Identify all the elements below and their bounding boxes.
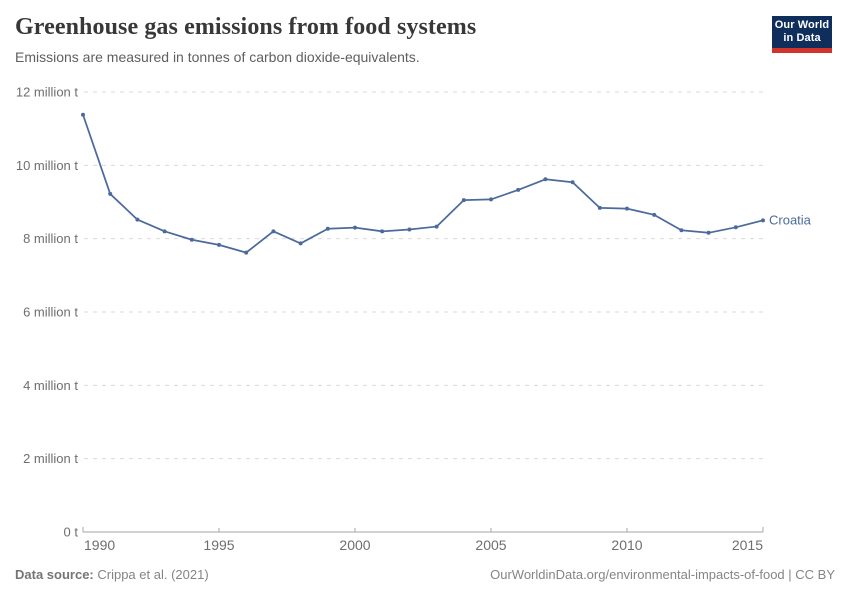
data-source-value: Crippa et al. (2021) <box>93 567 209 582</box>
y-tick-label: 12 million t <box>16 85 79 100</box>
data-point-1995[interactable] <box>217 242 221 247</box>
data-point-2012[interactable] <box>679 228 684 233</box>
data-point-2011[interactable] <box>652 212 657 217</box>
data-point-2014[interactable] <box>733 225 738 230</box>
data-point-2015[interactable] <box>761 218 765 223</box>
data-point-1994[interactable] <box>189 237 194 242</box>
data-source: Data source: Crippa et al. (2021) <box>15 567 209 582</box>
data-point-1991[interactable] <box>108 191 113 196</box>
data-point-2009[interactable] <box>597 205 602 210</box>
data-point-1998[interactable] <box>298 241 303 246</box>
page-title: Greenhouse gas emissions from food syste… <box>15 14 477 40</box>
owid-logo-line2: in Data <box>783 32 821 44</box>
data-point-2010[interactable] <box>625 206 629 211</box>
data-point-2003[interactable] <box>434 224 439 229</box>
data-point-1993[interactable] <box>162 229 167 234</box>
data-point-1992[interactable] <box>135 217 140 222</box>
data-point-2008[interactable] <box>570 180 575 185</box>
x-tick-label: 2000 <box>339 537 370 553</box>
data-point-2013[interactable] <box>706 230 711 235</box>
x-tick-label: 2010 <box>611 537 642 553</box>
owid-logo[interactable]: Our World in Data <box>772 16 832 53</box>
x-tick-label: 1990 <box>84 537 115 553</box>
y-tick-label: 10 million t <box>16 158 79 173</box>
data-point-1997[interactable] <box>271 229 276 234</box>
owid-logo-line1: Our World <box>774 19 830 31</box>
y-tick-label: 2 million t <box>23 451 78 466</box>
data-point-1996[interactable] <box>244 250 249 255</box>
y-tick-label: 8 million t <box>23 231 78 246</box>
data-source-label: Data source: <box>15 567 94 582</box>
series-line[interactable] <box>82 114 764 254</box>
x-tick-label: 1995 <box>203 537 234 553</box>
y-tick-label: 0 t <box>64 525 79 540</box>
chart-subtitle: Emissions are measured in tonnes of carb… <box>15 49 420 65</box>
data-point-1999[interactable] <box>325 226 330 231</box>
data-point-2004[interactable] <box>461 198 466 203</box>
license-link[interactable]: OurWorldinData.org/environmental-impacts… <box>490 567 835 582</box>
data-point-2006[interactable] <box>516 187 521 192</box>
chart-footer: Data source: Crippa et al. (2021) OurWor… <box>15 567 835 582</box>
data-point-2007[interactable] <box>543 177 548 182</box>
y-tick-label: 4 million t <box>23 378 78 393</box>
data-point-2005[interactable] <box>489 197 493 202</box>
x-tick-label: 2015 <box>732 537 763 553</box>
series-end-label[interactable]: Croatia <box>769 212 812 227</box>
data-point-2000[interactable] <box>353 225 357 230</box>
data-point-2001[interactable] <box>380 229 385 234</box>
x-tick-label: 2005 <box>475 537 506 553</box>
data-point-2002[interactable] <box>407 227 412 232</box>
data-point-1990[interactable] <box>81 112 85 117</box>
chart-header: Greenhouse gas emissions from food syste… <box>15 12 755 66</box>
y-tick-label: 6 million t <box>23 305 78 320</box>
